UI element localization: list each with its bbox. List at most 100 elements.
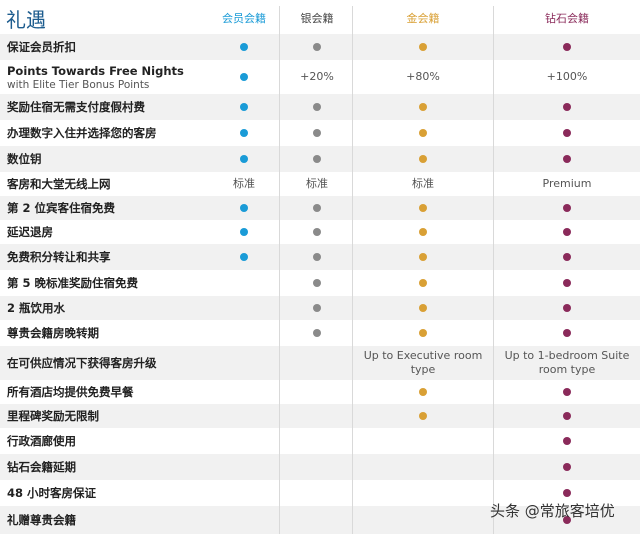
benefit-name: 奖励住宿无需支付度假村费: [7, 100, 145, 114]
included-dot-icon: [563, 279, 571, 287]
included-dot-icon: [419, 279, 427, 287]
included-dot-icon: [563, 204, 571, 212]
benefit-name: Points Towards Free Nights: [7, 63, 184, 78]
included-dot-icon: [419, 412, 427, 420]
tier-cell: [209, 146, 279, 172]
benefit-name: 第 2 位宾客住宿免费: [7, 201, 116, 215]
table-row: 所有酒店均提供免费早餐: [0, 380, 640, 404]
included-dot-icon: [240, 155, 248, 163]
table-row: 礼赠尊贵会籍: [0, 506, 640, 534]
included-dot-icon: [563, 329, 571, 337]
tier-cell-text: +80%: [406, 70, 440, 83]
table-row: 48 小时客房保证: [0, 480, 640, 506]
benefit-label: 奖励住宿无需支付度假村费: [7, 94, 145, 120]
tier-cell: [356, 380, 491, 404]
included-dot-icon: [563, 43, 571, 51]
included-dot-icon: [313, 204, 321, 212]
included-dot-icon: [313, 253, 321, 261]
benefit-name: 第 5 晚标准奖励住宿免费: [7, 276, 139, 290]
tier-cell: [356, 196, 491, 220]
page-title: 礼遇: [6, 7, 46, 32]
included-dot-icon: [563, 516, 571, 524]
benefit-label: 所有酒店均提供免费早餐: [7, 380, 134, 404]
tier-cell: [356, 34, 491, 60]
included-dot-icon: [563, 103, 571, 111]
tier-cell: [356, 146, 491, 172]
watermark: 头条 @常旅客培优: [490, 502, 615, 520]
tier-cell: [492, 480, 640, 506]
included-dot-icon: [563, 437, 571, 445]
benefit-label: 行政酒廊使用: [7, 428, 76, 454]
benefit-label: 客房和大堂无线上网: [7, 172, 111, 196]
included-dot-icon: [313, 228, 321, 236]
tier-header-1: 会员会籍: [222, 12, 266, 25]
included-dot-icon: [563, 155, 571, 163]
tier-cell: [356, 270, 491, 296]
included-dot-icon: [419, 43, 427, 51]
included-dot-icon: [240, 228, 248, 236]
tier-cell: [209, 196, 279, 220]
tier-cell: [492, 270, 640, 296]
benefit-label: 数位钥: [7, 146, 42, 172]
tier-cell: [492, 296, 640, 320]
tier-cell: [492, 244, 640, 270]
tier-cell: [356, 244, 491, 270]
tier-header-2: 银会籍: [300, 12, 334, 25]
included-dot-icon: [240, 204, 248, 212]
included-dot-icon: [313, 103, 321, 111]
tier-cell-text: +20%: [300, 70, 334, 83]
included-dot-icon: [240, 43, 248, 51]
tier-cell: [492, 120, 640, 146]
tier-cell: [281, 244, 353, 270]
included-dot-icon: [313, 43, 321, 51]
tier-header-4: 钻石会籍: [545, 12, 589, 25]
benefit-label: 保证会员折扣: [7, 34, 76, 60]
included-dot-icon: [313, 155, 321, 163]
tier-cell: [281, 270, 353, 296]
benefit-name: 延迟退房: [7, 225, 53, 239]
included-dot-icon: [313, 279, 321, 287]
tier-cell: [492, 454, 640, 480]
benefit-label: 尊贵会籍房晚转期: [7, 320, 99, 346]
tier-cell: [492, 146, 640, 172]
included-dot-icon: [419, 204, 427, 212]
benefit-label: 礼赠尊贵会籍: [7, 506, 76, 534]
table-row: 2 瓶饮用水: [0, 296, 640, 320]
table-row: 保证会员折扣: [0, 34, 640, 60]
included-dot-icon: [563, 228, 571, 236]
included-dot-icon: [563, 304, 571, 312]
tier-cell: [281, 196, 353, 220]
tier-cell: [492, 380, 640, 404]
included-dot-icon: [563, 489, 571, 497]
tier-cell: [492, 428, 640, 454]
included-dot-icon: [419, 129, 427, 137]
included-dot-icon: [419, 388, 427, 396]
benefit-label: 2 瓶饮用水: [7, 296, 65, 320]
benefit-name: 办理数字入住并选择您的客房: [7, 126, 157, 140]
tier-cell: [492, 220, 640, 244]
tier-cell: [356, 404, 491, 428]
benefit-name: 尊贵会籍房晚转期: [7, 326, 99, 340]
table-row: 客房和大堂无线上网 标准 标准 标准 Premium: [0, 172, 640, 196]
benefit-label: 免费积分转让和共享: [7, 244, 111, 270]
column-divider: [279, 6, 280, 534]
tier-cell: [356, 320, 491, 346]
benefit-name: 在可供应情况下获得客房升级: [7, 356, 157, 370]
tier-cell: [492, 34, 640, 60]
table-row: 奖励住宿无需支付度假村费: [0, 94, 640, 120]
tier-cell-text: 标准: [233, 177, 255, 190]
benefit-name: 行政酒廊使用: [7, 434, 76, 448]
tier-cell-text: 标准: [412, 177, 434, 190]
benefit-name: 里程碑奖励无限制: [7, 409, 99, 423]
included-dot-icon: [313, 129, 321, 137]
tier-cell: [281, 94, 353, 120]
included-dot-icon: [419, 155, 427, 163]
table-row: 免费积分转让和共享: [0, 244, 640, 270]
tier-cell: [492, 94, 640, 120]
benefit-name: 所有酒店均提供免费早餐: [7, 385, 134, 399]
tier-cell-text: Up to Executive room type: [363, 349, 483, 376]
table-row: 在可供应情况下获得客房升级 Up to Executive room type Up…: [0, 346, 640, 380]
table-row: Points Towards Free Nights with Elite Tie…: [0, 60, 640, 94]
tier-cell: [356, 94, 491, 120]
benefit-name: 数位钥: [7, 152, 42, 166]
